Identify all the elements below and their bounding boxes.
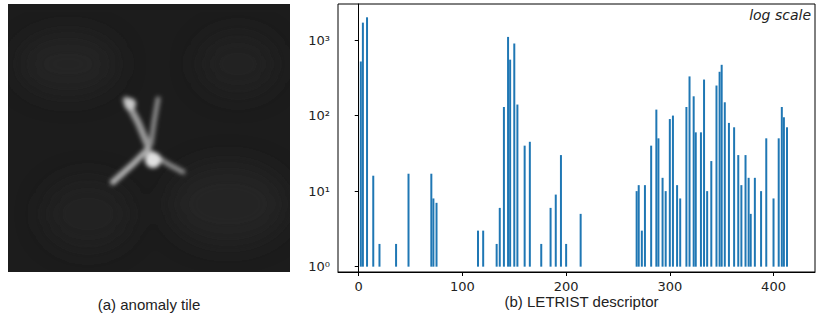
svg-text:10³: 10³ — [308, 33, 330, 48]
svg-text:400: 400 — [761, 279, 786, 294]
svg-text:log scale: log scale — [749, 7, 811, 23]
svg-text:10¹: 10¹ — [308, 184, 330, 199]
svg-text:(b) LETRIST descriptor: (b) LETRIST descriptor — [505, 293, 659, 310]
svg-text:100: 100 — [450, 279, 475, 294]
svg-text:0: 0 — [355, 279, 363, 294]
svg-text:10⁰: 10⁰ — [308, 259, 330, 274]
html-text:(a) anomaly tile: (a) anomaly tile — [97, 296, 201, 313]
svg-text:10²: 10² — [308, 108, 330, 123]
svg-text:200: 200 — [554, 279, 579, 294]
svg-text:300: 300 — [657, 279, 682, 294]
